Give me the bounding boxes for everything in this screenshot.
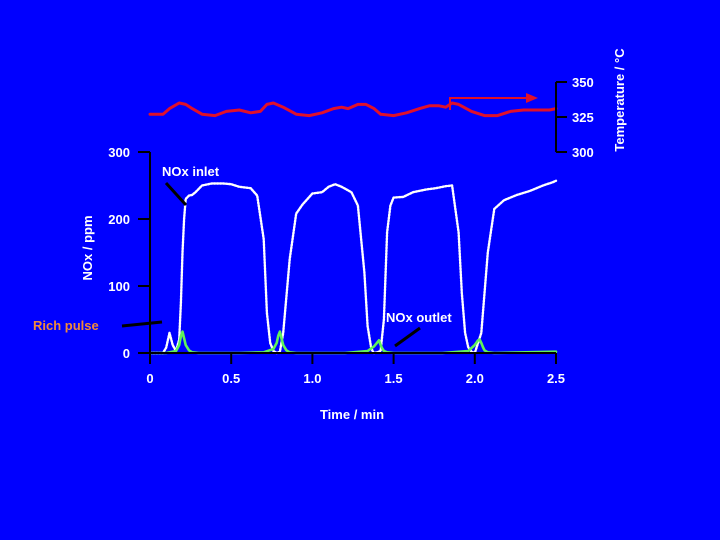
- x-tick-label: 0: [146, 371, 153, 386]
- nox-outlet-line: [148, 330, 558, 355]
- nox-inlet-series: [148, 179, 558, 355]
- y2-tick-label: 300: [572, 145, 594, 160]
- nox-outlet-series: [148, 330, 558, 355]
- x-tick-label: 1.0: [303, 371, 321, 386]
- y-axis-title: NOx / ppm: [80, 215, 95, 280]
- nox-inlet-pointer: [164, 181, 188, 207]
- y-tick-label: 200: [108, 212, 130, 227]
- nox-inlet-line: [148, 179, 558, 355]
- y2-tick-label: 350: [572, 75, 594, 90]
- rich-pulse-label: Rich pulse: [33, 318, 99, 333]
- heating-arrow: [449, 93, 538, 110]
- y-tick-label: 300: [108, 145, 130, 160]
- x-tick-label: 2.5: [547, 371, 565, 386]
- y2-tick-label: 325: [572, 110, 594, 125]
- y-tick-label: 0: [123, 346, 130, 361]
- x-tick-label: 2.0: [466, 371, 484, 386]
- rich-pulse-pointer: [121, 320, 163, 328]
- nox-outlet-pointer: [394, 326, 421, 348]
- annotations: NOx inlet NOx outlet Rich pulse: [33, 93, 538, 348]
- x-axis-title: Time / min: [320, 407, 384, 422]
- axes: 0 0.5 1.0 1.5 2.0 2.5 0 100 200 300 300 325 350: [108, 75, 593, 386]
- y-tick-label: 100: [108, 279, 130, 294]
- x-tick-label: 0.5: [222, 371, 240, 386]
- nox-inlet-label: NOx inlet: [162, 164, 220, 179]
- nox-outlet-label: NOx outlet: [386, 310, 452, 325]
- temperature-line: [148, 101, 558, 118]
- y2-axis-title: Temperature / °C: [612, 48, 627, 152]
- x-tick-label: 1.5: [385, 371, 403, 386]
- temperature-series: [148, 101, 558, 118]
